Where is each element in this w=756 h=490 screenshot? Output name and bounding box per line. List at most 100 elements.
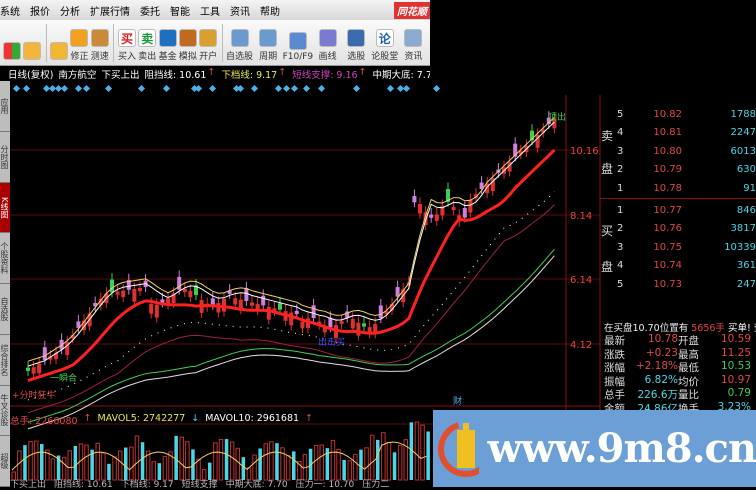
book-divider bbox=[600, 198, 756, 199]
menu-item[interactable]: 报价 bbox=[30, 6, 50, 18]
watermark-text: www.9m8.cn bbox=[487, 425, 756, 472]
toolbar-button-star-folder[interactable]: 自选股 bbox=[226, 29, 254, 62]
bottom-indicator: 下档线: 9.17 bbox=[120, 480, 174, 490]
toolbar-button-lock[interactable]: 开户 bbox=[199, 29, 218, 62]
toolbar-button-document[interactable]: F10/F9 bbox=[283, 32, 313, 62]
watermark: www.9m8.cn bbox=[433, 410, 756, 487]
candle bbox=[98, 299, 103, 306]
candle bbox=[474, 194, 478, 198]
left-tab[interactable]: 牛叉诊股 bbox=[0, 386, 10, 437]
period-label[interactable]: 日线(复权) bbox=[8, 69, 54, 81]
menu-item[interactable]: 智能 bbox=[170, 6, 190, 18]
candle bbox=[300, 321, 305, 329]
menu-item[interactable]: 系统 bbox=[0, 6, 20, 18]
volume-bar bbox=[162, 456, 168, 481]
toolbar-label: 测速 bbox=[90, 52, 109, 62]
volume-bar bbox=[23, 445, 27, 480]
candle bbox=[479, 182, 484, 189]
candle bbox=[37, 363, 42, 374]
volume-bar bbox=[67, 450, 72, 481]
buy-row[interactable]: 4 10.74 361 bbox=[600, 257, 756, 275]
toolbar-button-buy[interactable]: 买买入 bbox=[117, 29, 136, 62]
back-arrow-icon bbox=[22, 42, 41, 60]
sell-row[interactable]: 5 10.82 1788 bbox=[600, 105, 756, 123]
candle bbox=[518, 151, 523, 155]
stat-label: 最高 bbox=[678, 348, 699, 361]
volume-bar bbox=[364, 447, 369, 481]
sell-row[interactable]: 3 10.80 6013 bbox=[600, 142, 756, 160]
left-tab[interactable]: 综合排名 bbox=[0, 335, 10, 386]
left-tab[interactable]: 分时图 bbox=[0, 132, 10, 183]
candle bbox=[255, 303, 260, 311]
buy-row[interactable]: 5 10.73 247 bbox=[600, 275, 756, 293]
order-notice[interactable]: 在买盘10.70位置有 5656手 买单! 查看详细 bbox=[604, 320, 756, 334]
toolbar-button-clock[interactable]: 测速 bbox=[90, 29, 109, 62]
toolbar-button-discuss[interactable]: 论论股堂 bbox=[371, 29, 399, 62]
level: 3 bbox=[617, 145, 624, 157]
stat-value: 10.59 bbox=[720, 333, 751, 345]
menu-item[interactable]: 扩展行情 bbox=[90, 6, 130, 18]
toolbar-button-power[interactable]: 修正 bbox=[70, 29, 89, 62]
menu-bar: 系统 报价 分析 扩展行情 委托 智能 工具 资讯 帮助 同花顺 bbox=[0, 0, 430, 20]
left-tab[interactable]: K线图 bbox=[0, 182, 10, 234]
toolbar-label: F10/F9 bbox=[282, 52, 314, 62]
volume-bar bbox=[397, 444, 403, 481]
candle bbox=[121, 290, 126, 298]
menu-item[interactable]: 帮助 bbox=[260, 6, 280, 18]
level: 5 bbox=[617, 278, 624, 290]
candle bbox=[289, 312, 294, 326]
candle bbox=[317, 321, 322, 325]
candle bbox=[48, 356, 53, 360]
toolbar-button-news[interactable]: 资讯 bbox=[400, 29, 428, 62]
candle bbox=[423, 212, 428, 226]
notice-action[interactable]: 买单! 查看详细 bbox=[727, 323, 756, 334]
notice-text: 在买盘10.70位置有 bbox=[604, 323, 689, 334]
menu-item[interactable]: 资讯 bbox=[230, 6, 250, 18]
toolbar-button-sell[interactable]: 卖卖出 bbox=[138, 29, 157, 62]
candle bbox=[322, 325, 327, 333]
indicator-name: 下买上出 bbox=[101, 69, 140, 81]
toolbar-button-fund[interactable]: 基金 bbox=[158, 29, 177, 62]
left-tab[interactable]: 超级 bbox=[0, 436, 10, 487]
volume-bar bbox=[319, 444, 324, 481]
buy-row[interactable]: 3 10.75 10339 bbox=[600, 238, 756, 256]
menu-item[interactable]: 分析 bbox=[60, 6, 80, 18]
stat-value: +0.23 bbox=[645, 346, 678, 359]
candle bbox=[272, 308, 277, 312]
left-tab[interactable]: 个股资料 bbox=[0, 233, 10, 284]
sell-row[interactable]: 4 10.81 2247 bbox=[600, 124, 756, 142]
sell-row[interactable]: 2 10.79 630 bbox=[600, 161, 756, 179]
toolbar-button-period-clock[interactable]: 周期 bbox=[254, 29, 282, 62]
toolbar-button-back-arrow[interactable] bbox=[22, 42, 41, 62]
menu-item[interactable]: 工具 bbox=[200, 6, 220, 18]
news-icon bbox=[404, 29, 423, 47]
toolbar-button-color-blocks[interactable] bbox=[2, 42, 21, 62]
stat-label: 振幅 bbox=[604, 375, 625, 388]
volume-bar bbox=[369, 434, 375, 481]
buy-row[interactable]: 1 10.77 846 bbox=[600, 201, 756, 219]
volume-bar bbox=[325, 448, 330, 480]
volume-bar bbox=[297, 460, 302, 481]
candle bbox=[227, 290, 232, 294]
toolbar-button-pencil[interactable]: 画线 bbox=[314, 29, 342, 62]
side-label: 卖 bbox=[601, 129, 614, 143]
volume: 247 bbox=[736, 278, 756, 290]
toolbar-button-screen[interactable]: 选股 bbox=[342, 29, 370, 62]
sell-row[interactable]: 1 10.78 91 bbox=[600, 179, 756, 197]
volume-bar bbox=[84, 444, 89, 481]
mid-line-purple bbox=[27, 204, 555, 414]
toolbar-button-up-down-arrows[interactable] bbox=[50, 42, 69, 62]
left-tab[interactable]: 自选股 bbox=[0, 284, 10, 335]
left-tab[interactable]: 应用 bbox=[0, 81, 10, 132]
volume-bar bbox=[145, 450, 151, 481]
level: 4 bbox=[617, 260, 624, 271]
volume-bar bbox=[336, 448, 341, 481]
bottom-indicator: 阻挡线: 10.61 bbox=[54, 480, 113, 490]
toolbar-button-gavel[interactable]: 模拟 bbox=[178, 29, 197, 62]
buy-row[interactable]: 2 10.76 3817 bbox=[600, 220, 756, 238]
volume-bar bbox=[235, 447, 240, 481]
toolbar-label: 基金 bbox=[158, 52, 177, 62]
menu-item[interactable]: 委托 bbox=[140, 6, 160, 18]
stat-label: 最低 bbox=[678, 362, 699, 374]
